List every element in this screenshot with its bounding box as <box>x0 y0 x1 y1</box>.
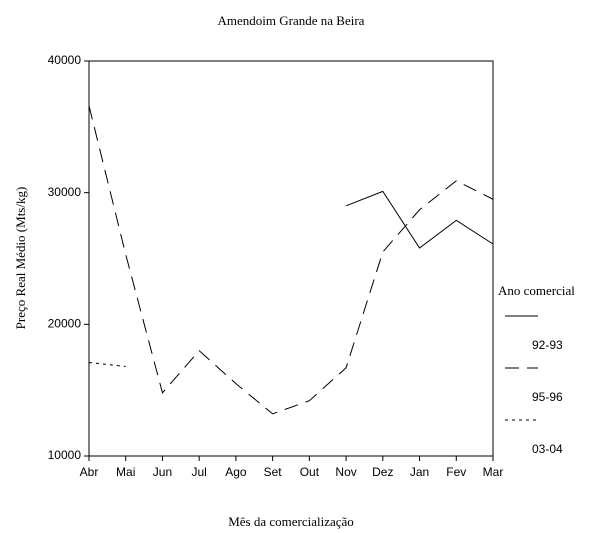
x-tick-label: Dez <box>372 465 393 479</box>
legend-title: Ano comercial <box>498 283 575 298</box>
x-tick-label: Jun <box>153 465 172 479</box>
y-axis-label: Preço Real Médio (Mts/kg) <box>13 187 28 330</box>
x-tick-label: Nov <box>335 465 356 479</box>
x-tick-label: Ago <box>225 465 247 479</box>
y-tick-label: 10000 <box>48 448 82 462</box>
x-tick-label: Set <box>264 465 283 479</box>
x-tick-label: Mai <box>116 465 135 479</box>
x-tick-label: Out <box>300 465 320 479</box>
series-line <box>88 362 126 367</box>
chart-title: Amendoim Grande na Beira <box>218 13 365 28</box>
y-tick-label: 20000 <box>48 317 82 331</box>
series-line <box>88 105 494 415</box>
x-tick-label: Jul <box>192 465 207 479</box>
legend-label: 03-04 <box>532 442 563 456</box>
legend-label: 95-96 <box>532 390 563 404</box>
x-tick-label: Fev <box>446 465 466 479</box>
x-tick-label: Abr <box>80 465 99 479</box>
x-axis-label: Mês da comercialização <box>228 514 354 529</box>
x-tick-label: Mar <box>483 465 504 479</box>
plot-frame <box>88 60 494 457</box>
x-tick-label: Jan <box>410 465 429 479</box>
y-tick-label: 40000 <box>48 53 82 67</box>
y-tick-label: 30000 <box>48 185 82 199</box>
series-line <box>345 190 494 249</box>
legend-label: 92-93 <box>532 338 563 352</box>
